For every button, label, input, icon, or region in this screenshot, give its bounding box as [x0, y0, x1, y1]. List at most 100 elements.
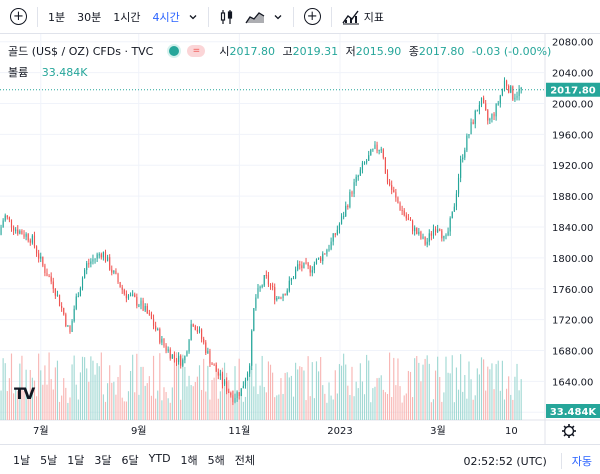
interval-30m-button[interactable]: 30분	[77, 10, 102, 24]
interval-1h-button[interactable]: 1시간	[113, 10, 141, 24]
candle-body	[10, 219, 13, 228]
candle-body	[198, 329, 201, 332]
volume-bar	[439, 376, 441, 420]
candle-body	[140, 300, 142, 306]
candle-body	[136, 296, 138, 306]
candle-body	[244, 380, 247, 386]
volume-bar	[127, 391, 130, 420]
volume-bar	[230, 390, 232, 420]
volume-bar	[205, 391, 207, 420]
candle-body	[468, 134, 470, 136]
volume-bar	[159, 353, 161, 420]
volume-bar	[303, 370, 305, 420]
current-price-badge	[546, 82, 600, 97]
volume-bar	[401, 402, 403, 420]
candle-body	[194, 326, 196, 330]
tradingview-logo[interactable]: TV	[14, 384, 35, 403]
candle-body	[457, 177, 460, 194]
volume-bar	[432, 399, 435, 420]
indicators-button[interactable]: 지표	[338, 5, 388, 29]
volume-bar	[236, 398, 238, 420]
volume-bar	[359, 363, 361, 420]
price-tick-label: 1880.00	[552, 192, 593, 203]
candle-body	[117, 273, 119, 283]
volume-bar	[382, 389, 384, 420]
candle-body	[328, 249, 330, 251]
high-label: 고	[282, 45, 293, 58]
volume-bar	[334, 370, 336, 420]
volume-bar	[378, 377, 380, 420]
volume-bar	[512, 399, 514, 420]
candle-body	[439, 229, 441, 231]
time-tick-label: 2023	[327, 426, 352, 437]
time-tick-label: 10	[505, 426, 518, 437]
chevron-down-icon	[274, 14, 282, 19]
candle-body	[485, 103, 487, 111]
candle-body	[17, 229, 19, 234]
price-chart[interactable]: 1600.001640.001680.001720.001760.001800.…	[0, 0, 600, 444]
settings-gear-icon[interactable]	[562, 424, 576, 438]
add-symbol-button[interactable]: +	[6, 5, 31, 29]
auto-scale-button[interactable]: 자동	[560, 453, 592, 469]
candle-body	[109, 257, 111, 270]
volume-bar	[347, 385, 349, 420]
clock-time[interactable]: 02:52:52 (UTC)	[463, 454, 547, 468]
volume-legend: 볼륨 33.484K	[8, 64, 87, 80]
volume-bar	[447, 372, 449, 420]
volume-bar	[240, 393, 242, 420]
plus-circle-icon: +	[10, 8, 27, 25]
volume-bar	[457, 389, 460, 420]
candle-body	[418, 231, 420, 234]
volume-bar	[384, 392, 386, 420]
candle-body	[236, 392, 238, 399]
volume-bar	[188, 375, 190, 420]
volume-bar	[272, 372, 274, 420]
candle-body	[389, 182, 391, 186]
volume-bar	[209, 399, 211, 420]
volume-bar	[46, 384, 48, 420]
range-1y-button[interactable]: 1해	[180, 453, 198, 467]
volume-bar	[301, 367, 303, 420]
candle-body	[489, 118, 491, 121]
candle-body	[514, 97, 516, 100]
range-5d-button[interactable]: 5날	[40, 453, 58, 467]
symbol-name[interactable]: 골드 (US$ / OZ) CFDs · TVC	[8, 45, 154, 58]
close-label: 종	[408, 45, 419, 58]
interval-1m-button[interactable]: 1분	[48, 10, 66, 24]
range-all-button[interactable]: 전체	[234, 453, 256, 467]
volume-bar	[267, 361, 270, 420]
ohlc-values: 시2017.80 고2019.31 저2015.90 종2017.80 -0.0…	[219, 43, 555, 59]
candle-body	[84, 270, 86, 279]
volume-bar	[480, 357, 483, 420]
volume-bar	[422, 364, 424, 420]
volume-bar	[320, 357, 322, 420]
candle-body	[274, 287, 276, 300]
range-1m-button[interactable]: 1달	[67, 453, 85, 467]
candle-style-button[interactable]	[215, 5, 239, 29]
interval-4h-button[interactable]: 4시간	[152, 10, 180, 24]
volume-bar	[190, 385, 192, 420]
compare-button[interactable]: +	[300, 5, 325, 29]
volume-bar	[503, 399, 506, 420]
volume-bar	[184, 366, 186, 420]
volume-bar	[372, 388, 374, 420]
range-5y-button[interactable]: 5해	[207, 453, 225, 467]
candle-body	[104, 252, 107, 262]
candle-body	[171, 354, 173, 359]
range-ytd-button[interactable]: YTD	[148, 451, 171, 465]
chart-type-button[interactable]	[241, 5, 269, 29]
range-1d-button[interactable]: 1날	[13, 453, 31, 467]
chart-type-dropdown-button[interactable]	[269, 5, 287, 29]
volume-bar	[96, 363, 98, 420]
volume-bar	[297, 369, 299, 420]
candle-body	[338, 224, 341, 230]
chevron-down-icon	[189, 14, 197, 19]
candle-body	[190, 324, 192, 341]
volume-bar	[257, 394, 259, 420]
interval-dropdown-button[interactable]	[184, 5, 202, 29]
candle-body	[98, 254, 100, 256]
volume-bar	[163, 387, 165, 420]
range-3m-button[interactable]: 3달	[94, 453, 112, 467]
range-6m-button[interactable]: 6달	[121, 453, 139, 467]
